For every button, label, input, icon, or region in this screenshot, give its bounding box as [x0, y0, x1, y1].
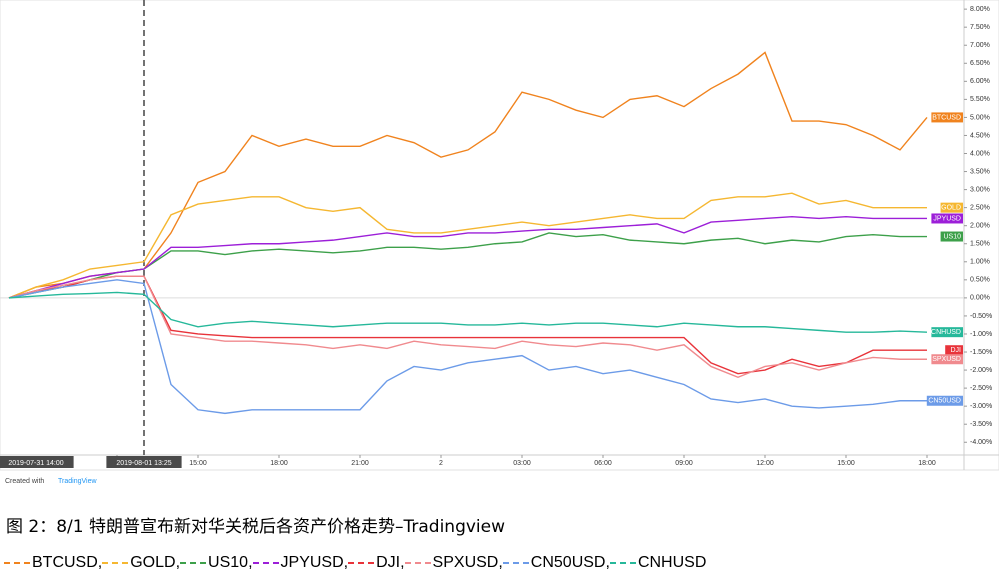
y-tick-label: 4.50% [970, 132, 990, 139]
series-line [8, 192, 927, 299]
end-tag-box [945, 345, 963, 356]
end-tag-box [940, 202, 963, 213]
legend-swatch [502, 561, 529, 564]
end-tag-label: GOLD [941, 204, 961, 211]
x-tick-label: 15:00 [837, 460, 855, 467]
x-tick-label: 2 [439, 460, 443, 467]
y-tick-label: 1.50% [970, 241, 990, 248]
legend-swatch [252, 561, 279, 564]
y-tick-label: -0.50% [970, 313, 992, 320]
legend-item: GOLD [102, 554, 180, 572]
end-tag-label: SPXUSD [932, 356, 961, 363]
legend-item: SPXUSD [404, 554, 503, 572]
y-tick-label: -1.50% [970, 349, 992, 356]
y-tick-label: -1.00% [970, 331, 992, 338]
credit-brand: TradingView [58, 478, 97, 485]
x-tick-label: 18:00 [270, 460, 288, 467]
legend-swatch [348, 561, 375, 564]
y-tick-label: -2.50% [970, 385, 992, 392]
end-tag-box [931, 112, 963, 123]
legend-swatch [404, 561, 431, 564]
series-line [8, 275, 927, 379]
legend-label: SPXUSD [432, 554, 499, 571]
series-line [8, 215, 927, 299]
legend-item: BTCUSD [4, 554, 102, 572]
end-tag-label: BTCUSD [932, 114, 961, 121]
y-tick-label: 5.00% [970, 114, 990, 121]
credit-prefix: Created with [5, 478, 44, 485]
legend-label: DJI [376, 554, 401, 571]
series-line [8, 232, 927, 299]
y-tick-label: -3.50% [970, 421, 992, 428]
y-tick-label: 8.00% [970, 6, 990, 13]
y-tick-label: 2.00% [970, 223, 990, 230]
end-tag-box [931, 213, 963, 224]
legend-label: GOLD [130, 554, 176, 571]
end-tag-label: CN50USD [928, 398, 961, 405]
end-tag-label: US10 [943, 233, 961, 240]
end-tag-box [931, 354, 963, 365]
x-tick-label: 2019-07-31 14:00 [8, 460, 63, 467]
y-tick-label: 4.00% [970, 150, 990, 157]
end-tag-label: DJI [951, 347, 962, 354]
end-tag-box [940, 231, 963, 242]
y-tick-label: 0.50% [970, 277, 990, 284]
legend-item: CNHUSD [609, 554, 707, 572]
y-tick-label: 1.00% [970, 259, 990, 266]
y-tick-label: 6.00% [970, 78, 990, 85]
chart: Created with TradingView 8.00% 7.50% 7.00%… [0, 0, 999, 485]
x-tick-box [106, 456, 182, 468]
legend-label: US10 [208, 554, 249, 571]
x-tick-label: 03:00 [513, 460, 531, 467]
series-line [8, 51, 928, 299]
y-tick-label: 2.50% [970, 204, 990, 211]
legend-label: JPYUSD [280, 554, 344, 571]
legend-swatch [609, 561, 636, 564]
x-tick-label: 18:00 [918, 460, 936, 467]
y-tick-label: 3.00% [970, 186, 990, 193]
series-line [8, 279, 927, 415]
y-tick-label: -2.00% [970, 367, 992, 374]
y-tick-label: 3.50% [970, 168, 990, 175]
end-tag-label: JPYUSD [933, 215, 961, 222]
x-tick-label: 09:00 [675, 460, 693, 467]
y-tick-label: 7.50% [970, 24, 990, 31]
x-tick-label: 2019-08-01 13:25 [116, 460, 171, 467]
end-tag-box [931, 327, 963, 338]
y-tick-label: 0.00% [970, 295, 990, 302]
legend-label: CNHUSD [637, 554, 707, 571]
legend-item: DJI [348, 554, 404, 572]
legend-label: CN50USD [530, 554, 606, 571]
x-tick-box [0, 456, 74, 468]
legend-item: US10 [180, 554, 252, 572]
legend-item: CN50USD [502, 554, 610, 572]
legend-label: BTCUSD [32, 554, 98, 571]
y-tick-label: -4.00% [970, 439, 992, 446]
legend-swatch [4, 561, 30, 564]
end-tag-label: CNHUSD [931, 329, 961, 336]
y-tick-label: 6.50% [970, 60, 990, 67]
y-tick-label: 7.00% [970, 42, 990, 49]
legend-item: JPYUSD [252, 554, 349, 572]
series-line [8, 291, 928, 333]
x-tick-label: 15:00 [189, 460, 207, 467]
caption: 图 2：8/1 特朗普宣布新对华关税后各资产价格走势–Tradingview [6, 517, 506, 537]
y-tick-label: 5.50% [970, 96, 990, 103]
x-tick-label: 21:00 [351, 460, 369, 467]
legend: BTCUSD GOLD US10 JPYUSD DJI SPXUSD CN50USD CNHU… [4, 554, 706, 572]
series-line [8, 275, 927, 375]
chart-frame [0, 0, 999, 471]
legend-swatch [180, 561, 207, 564]
x-tick-label: 12:00 [756, 460, 774, 467]
end-tag-box [926, 395, 963, 406]
x-tick-label: 06:00 [594, 460, 612, 467]
legend-swatch [102, 561, 129, 564]
y-tick-label: -3.00% [970, 403, 992, 410]
